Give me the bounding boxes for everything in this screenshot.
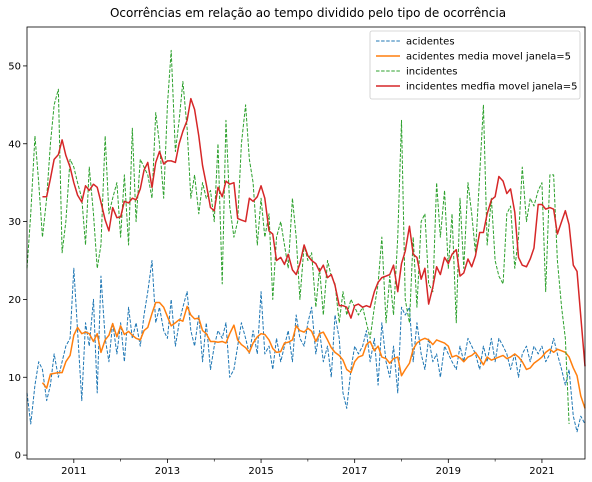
y-tick-label: 40: [8, 139, 21, 150]
y-tick-label: 30: [8, 217, 21, 228]
y-tick-label: 10: [8, 373, 21, 384]
y-tick-label: 50: [8, 61, 21, 72]
y-axis: 0 10 20 30 40 50: [8, 61, 27, 462]
chart-title: Ocorrências em relação ao tempo dividido…: [110, 6, 506, 20]
legend-label-1: acidentes: [406, 37, 455, 48]
x-tick-label: 2019: [436, 466, 461, 477]
legend: acidentes acidentes media movel janela=5 i…: [369, 30, 581, 100]
series-line-2: [41, 301, 586, 409]
x-axis: 2011 2013 2015 2017 2019 2021: [61, 459, 555, 477]
x-tick-label: 2017: [342, 466, 367, 477]
legend-label-2: acidentes media movel janela=5: [406, 52, 571, 63]
y-tick-label: 0: [15, 451, 21, 462]
legend-label-3: incidentes: [406, 67, 458, 78]
series-layer: [26, 49, 586, 433]
x-tick-label: 2013: [155, 466, 180, 477]
legend-label-4: incidentes medfia movel janela=5: [406, 82, 577, 93]
x-tick-label: 2015: [248, 466, 273, 477]
plot-frame: [26, 26, 586, 460]
x-tick-label: 2021: [529, 466, 554, 477]
y-tick-label: 20: [8, 295, 21, 306]
series-line-4: [42, 97, 586, 367]
legend-box: [369, 30, 581, 100]
x-tick-label: 2011: [61, 466, 86, 477]
